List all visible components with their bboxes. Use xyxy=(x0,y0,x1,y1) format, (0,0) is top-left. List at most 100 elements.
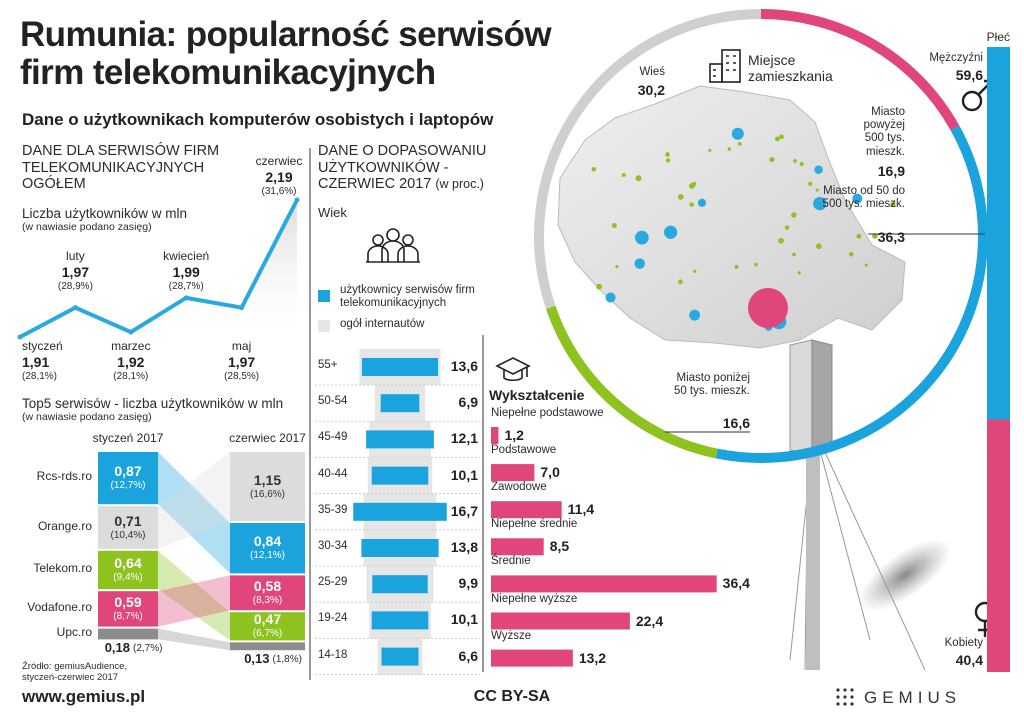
reach-label: (8,3%) xyxy=(252,594,283,606)
data-label: 16,7 xyxy=(450,502,478,519)
flow-link xyxy=(158,452,230,549)
bar xyxy=(372,575,428,594)
site-label: Upc.ro xyxy=(56,625,92,639)
map-dot xyxy=(708,148,712,152)
map-dot xyxy=(635,175,642,182)
flow-bar xyxy=(98,550,158,590)
bar xyxy=(491,538,544,556)
map-dot xyxy=(665,152,670,157)
bar xyxy=(380,394,420,413)
column-header: styczeń 2017 xyxy=(92,431,164,445)
reach-label: (12,7%) xyxy=(110,480,146,492)
map-dot xyxy=(621,173,626,177)
donut-segment xyxy=(534,9,762,309)
data-label: 0,59 xyxy=(114,593,142,610)
data-label: 1,2 xyxy=(504,427,524,443)
legend-swatch xyxy=(318,290,330,302)
data-label: 40,4 xyxy=(955,652,983,668)
axis-label: Wiek xyxy=(318,205,347,220)
brand: GEMIUS xyxy=(864,688,962,707)
age-label: 50-54 xyxy=(318,395,348,408)
map-dot xyxy=(689,202,694,207)
section-title: DANE O DOPASOWANIU UŻYTKOWNIKÓW - CZERWI… xyxy=(318,143,513,193)
line xyxy=(19,199,299,339)
bar xyxy=(366,430,434,449)
map-dot xyxy=(815,243,822,250)
flow-bar xyxy=(98,506,158,549)
month-label: czerwiec xyxy=(255,154,303,168)
legend-label: ogół internautów xyxy=(340,318,425,330)
map-dot xyxy=(605,292,616,303)
data-label: 13,6 xyxy=(450,358,478,374)
age-label: 14-18 xyxy=(318,648,348,661)
category-label: Mężczyźni xyxy=(929,52,983,64)
reach-label: (6,7%) xyxy=(252,628,283,640)
map-dot xyxy=(734,264,739,270)
category-label: Miasto od 50 do 500 tys. mieszk. xyxy=(822,185,905,211)
map-dot xyxy=(791,212,797,218)
map-dot xyxy=(770,157,775,162)
map-dot xyxy=(813,196,827,211)
donut-segment xyxy=(546,305,718,459)
reach-label: (16,6%) xyxy=(249,488,286,500)
map-dot xyxy=(596,283,602,290)
data-label: 0,71 xyxy=(114,512,142,529)
data-label: 0,87 xyxy=(114,463,142,480)
flow-link xyxy=(158,550,230,641)
flow-bar xyxy=(98,452,158,505)
category-label: Niepełne podstawowe xyxy=(491,407,604,419)
bar-segment xyxy=(987,47,1010,420)
month-label: luty xyxy=(66,249,85,263)
data-label: 10,1 xyxy=(450,466,478,483)
map-dot xyxy=(737,141,742,146)
reach-label: (31,6%) xyxy=(261,186,297,197)
map-dot xyxy=(872,233,878,239)
data-label: 1,99 xyxy=(172,264,200,280)
map xyxy=(557,85,906,349)
line-point xyxy=(72,305,78,311)
map-dot xyxy=(689,182,695,189)
age-label: 30-34 xyxy=(318,540,348,552)
data-label: 22,4 xyxy=(635,612,664,629)
site-label: Rcs-rds.ro xyxy=(36,469,92,484)
bar xyxy=(491,649,573,667)
category-label: Wieś xyxy=(639,66,665,78)
bar xyxy=(491,612,630,630)
flow-link xyxy=(158,575,230,627)
map-dot xyxy=(779,134,784,140)
age-label: 45-49 xyxy=(318,431,348,444)
map-dots xyxy=(591,127,896,331)
donut-segment xyxy=(760,9,960,131)
month-label: styczeń xyxy=(22,339,63,353)
data-label: 0,13 xyxy=(244,651,270,667)
map-dot xyxy=(793,159,797,163)
line-point xyxy=(294,197,300,203)
map-dot xyxy=(615,265,619,269)
map-dot xyxy=(797,271,801,275)
unit: (w proc.) xyxy=(435,177,484,192)
data-label: 1,15 xyxy=(253,471,282,488)
data-label: 0,18 xyxy=(104,640,130,656)
site-label: Vodafone.ro xyxy=(27,599,92,614)
legend-swatch xyxy=(318,320,330,332)
flow-bar xyxy=(98,591,158,627)
reach-label: (10,4%) xyxy=(110,529,146,541)
license: CC BY-SA xyxy=(473,688,551,705)
brand-logo xyxy=(836,688,854,706)
bar xyxy=(491,464,535,482)
bar xyxy=(371,611,429,630)
tower-pole xyxy=(806,400,820,670)
category-label: Wyższe xyxy=(491,629,532,642)
map-dot xyxy=(678,279,683,285)
chart-subtitle: Liczba użytkowników w mln xyxy=(22,206,188,221)
category-label: Kobiety xyxy=(944,637,983,649)
bar xyxy=(353,502,447,521)
map-dot xyxy=(754,262,758,267)
flow-link xyxy=(158,628,230,651)
map-dot xyxy=(792,252,796,257)
map-dot xyxy=(784,225,790,230)
section-title: DANE DLA SERWISÓW FIRM TELEKOMUNIKACYJNY… xyxy=(22,143,220,193)
bar xyxy=(491,427,499,444)
map-dot xyxy=(814,165,823,174)
